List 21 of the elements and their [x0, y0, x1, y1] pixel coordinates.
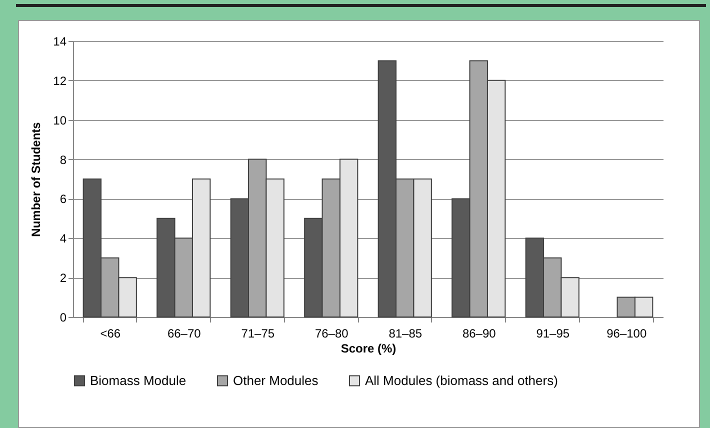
- legend-label: Biomass Module: [90, 372, 186, 388]
- y-tick-label: 8: [60, 152, 67, 167]
- x-axis-title: Score (%): [340, 342, 396, 356]
- x-tick-label: 96–100: [606, 326, 647, 340]
- x-tick-label: 76–80: [314, 326, 349, 340]
- legend-label: All Modules (biomass and others): [365, 372, 558, 388]
- x-tick-label: 66–70: [167, 326, 202, 340]
- x-tick-label: 81–85: [388, 326, 422, 340]
- y-tick-label: 6: [60, 192, 67, 206]
- x-tick-label: 91–95: [536, 326, 570, 340]
- y-tick-label: 14: [53, 34, 67, 48]
- x-tick-label: 86–90: [462, 326, 496, 340]
- x-tick-label: 71–75: [241, 326, 275, 340]
- y-axis-title: Number of Students: [29, 122, 44, 237]
- y-tick-label: 2: [60, 271, 67, 286]
- y-tick-label: 4: [60, 232, 67, 246]
- y-tick-label: 10: [53, 113, 67, 128]
- y-tick-label: 0: [60, 310, 67, 324]
- legend-label: Other Modules: [233, 372, 319, 388]
- x-tick-label: <66: [100, 326, 121, 340]
- y-tick-label: 12: [53, 74, 67, 88]
